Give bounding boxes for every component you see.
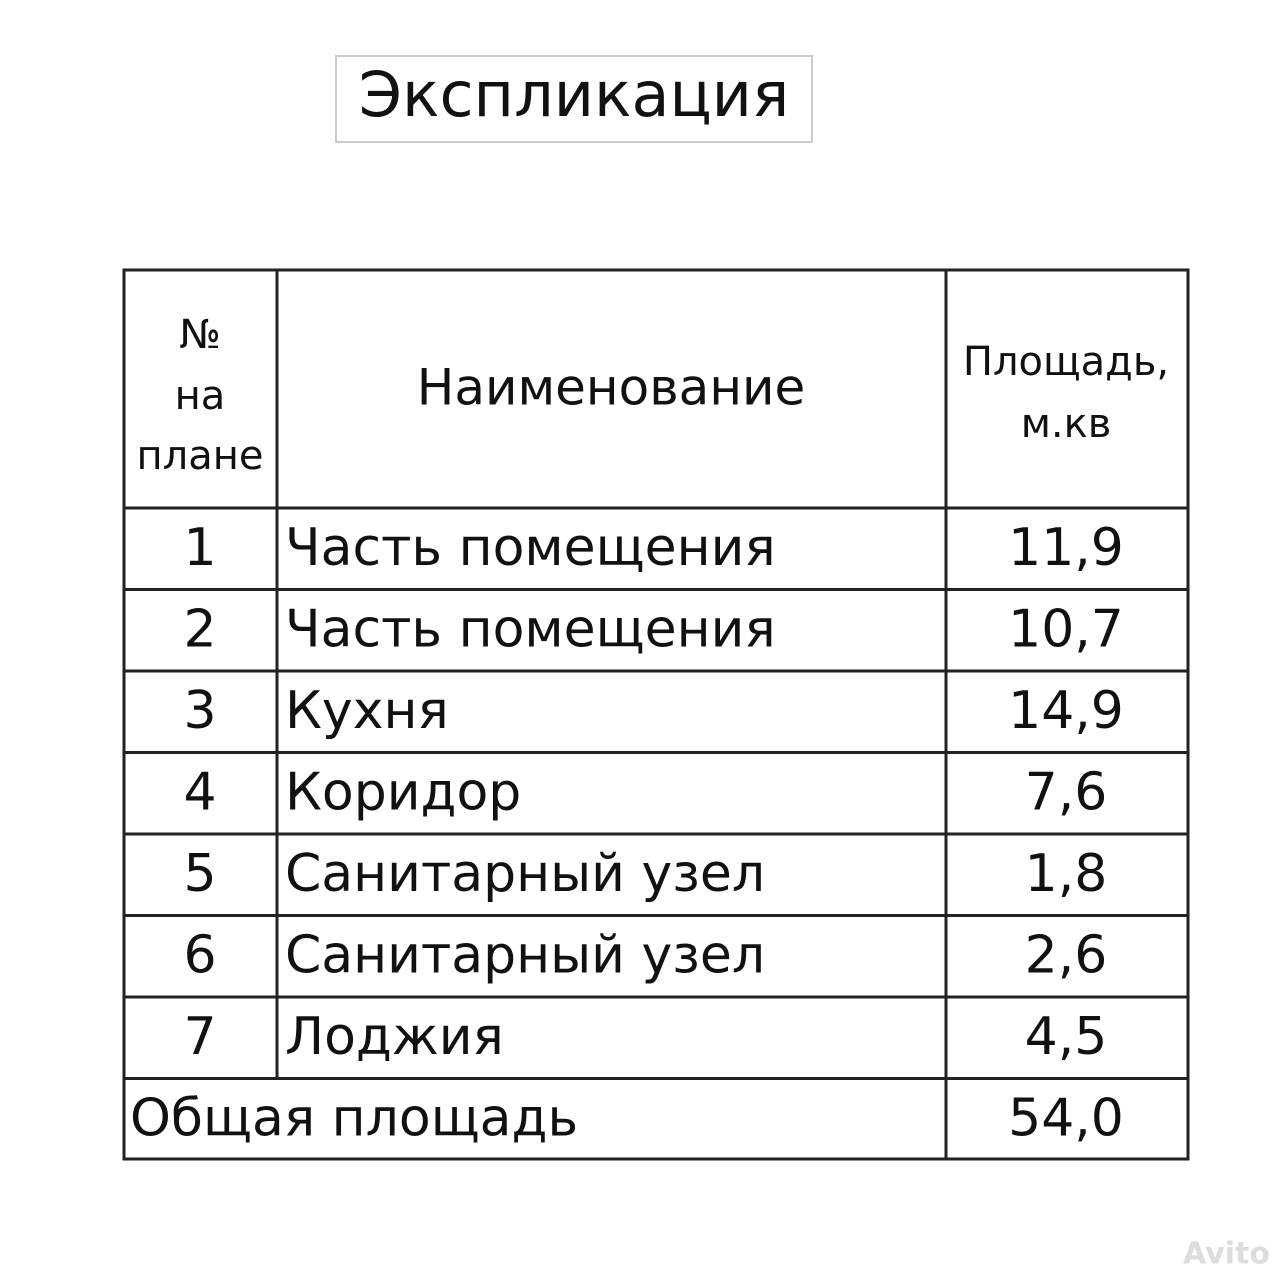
row-number: 1 xyxy=(183,518,216,578)
row-number: 4 xyxy=(183,762,216,822)
header-area: м.кв xyxy=(1021,401,1112,447)
row-area: 1,8 xyxy=(1025,844,1108,904)
row-area: 10,7 xyxy=(1008,599,1124,659)
header-number: на xyxy=(175,373,226,419)
row-name: Лоджия xyxy=(285,1007,504,1067)
row-number: 3 xyxy=(183,681,216,741)
row-name: Коридор xyxy=(285,762,521,822)
table-border xyxy=(122,268,1190,1161)
table: № на плане Наименование Площадь, м.кв 1 Ч… xyxy=(122,268,1190,1161)
row-name: Часть помещения xyxy=(285,599,776,659)
row-number: 2 xyxy=(183,599,216,659)
row-name: Часть помещения xyxy=(285,518,776,578)
header-name: Наименование xyxy=(417,359,806,417)
total-label: Общая площадь xyxy=(130,1088,578,1148)
row-area: 14,9 xyxy=(1008,681,1124,741)
row-number: 7 xyxy=(183,1007,216,1067)
header-number: № xyxy=(179,312,221,358)
row-name: Кухня xyxy=(285,681,449,741)
row-area: 7,6 xyxy=(1025,762,1108,822)
watermark: Avito xyxy=(1183,1237,1270,1272)
row-number: 5 xyxy=(183,844,216,904)
header-area: Площадь, xyxy=(963,339,1169,385)
row-name: Санитарный узел xyxy=(285,844,765,904)
total-area: 54,0 xyxy=(1008,1088,1124,1148)
title-box xyxy=(335,55,813,143)
row-number: 6 xyxy=(183,925,216,985)
row-area: 2,6 xyxy=(1025,925,1108,985)
row-area: 11,9 xyxy=(1008,518,1124,578)
header-number: плане xyxy=(137,433,264,479)
title: Экспликация xyxy=(359,58,790,131)
row-name: Санитарный узел xyxy=(285,925,765,985)
row-area: 4,5 xyxy=(1025,1007,1108,1067)
